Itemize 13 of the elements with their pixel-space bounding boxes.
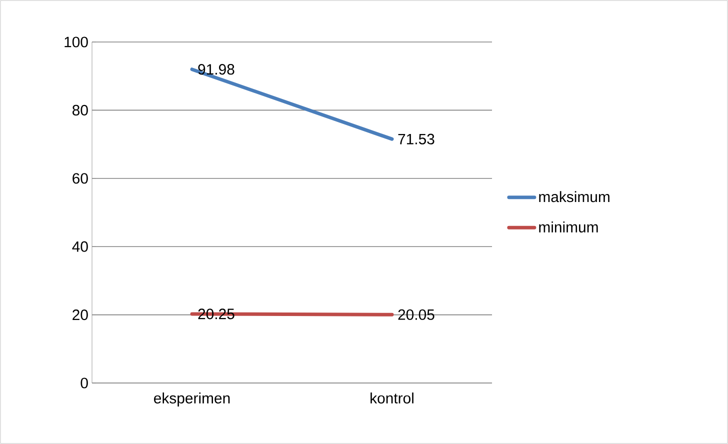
y-tick-label: 100	[64, 36, 88, 48]
legend-label: maksimum	[539, 191, 610, 202]
data-label: 91.98	[198, 64, 234, 75]
data-label: 20.05	[398, 309, 434, 320]
y-tick-label: 20	[72, 310, 88, 320]
legend-label: minimum	[539, 221, 598, 232]
y-tick-label: 0	[80, 378, 88, 388]
y-tick-label: 60	[72, 173, 88, 184]
y-tick-label: 80	[72, 104, 88, 116]
x-tick-label: kontrol	[370, 392, 414, 404]
y-tick-label: 40	[72, 241, 88, 252]
data-label: 71.53	[398, 134, 434, 144]
x-tick-label: eksperimen	[154, 392, 230, 406]
